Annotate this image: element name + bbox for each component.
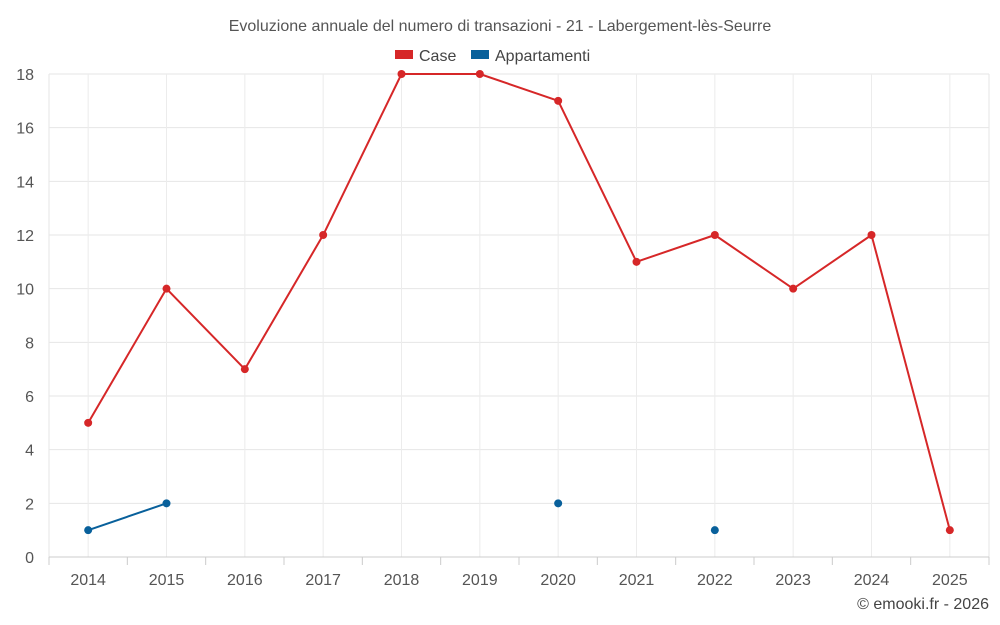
x-tick-label: 2018	[384, 572, 420, 589]
legend-swatch-appartamenti	[471, 50, 489, 59]
data-point-case[interactable]	[475, 70, 484, 78]
data-point-case[interactable]	[162, 284, 171, 293]
series	[84, 70, 954, 535]
y-tick-label: 16	[16, 121, 34, 138]
data-point-appartamenti[interactable]	[162, 499, 171, 508]
x-tick-label: 2019	[462, 572, 498, 589]
legend: Case Appartamenti	[395, 48, 590, 65]
y-tick-label: 12	[16, 228, 34, 245]
data-point-case[interactable]	[240, 365, 249, 374]
y-tick-label: 2	[25, 496, 34, 513]
x-tick-label: 2017	[305, 572, 341, 589]
legend-label-case[interactable]: Case	[419, 48, 456, 65]
x-tick-label: 2025	[932, 572, 968, 589]
data-point-appartamenti[interactable]	[84, 526, 93, 535]
data-point-appartamenti[interactable]	[554, 499, 563, 508]
data-point-case[interactable]	[710, 231, 719, 239]
data-point-case[interactable]	[397, 70, 406, 78]
data-point-case[interactable]	[554, 96, 563, 105]
legend-swatch-case	[395, 50, 413, 59]
x-tick-label: 2015	[149, 572, 185, 589]
legend-label-appartamenti[interactable]: Appartamenti	[495, 48, 590, 65]
y-tick-label: 14	[16, 174, 34, 191]
axes: 0 2 4 6 8 10 12 14 16 18 2014 2015 2016 2017 2018 2019 2…	[16, 67, 990, 589]
series-line-case	[87, 73, 951, 532]
x-tick-label: 2023	[775, 572, 811, 589]
y-tick-label: 18	[16, 67, 34, 84]
y-tick-label: 6	[25, 389, 34, 406]
x-tick-label: 2024	[854, 572, 890, 589]
x-tick-label: 2014	[70, 572, 106, 589]
data-point-case[interactable]	[789, 284, 798, 293]
y-tick-label: 4	[25, 443, 34, 460]
data-point-case[interactable]	[632, 257, 641, 266]
chart-title: Evoluzione annuale del numero di transaz…	[229, 18, 772, 35]
data-point-case[interactable]	[945, 526, 954, 535]
data-point-case[interactable]	[867, 231, 876, 239]
data-point-appartamenti[interactable]	[710, 526, 719, 535]
x-tick-label: 2021	[619, 572, 655, 589]
x-tick-label: 2020	[540, 572, 576, 589]
data-point-case[interactable]	[84, 418, 93, 427]
x-tick-label: 2022	[697, 572, 733, 589]
y-tick-label: 10	[16, 282, 34, 299]
x-tick-label: 2016	[227, 572, 263, 589]
y-tick-label: 8	[25, 335, 34, 352]
credit-text: © emooki.fr - 2026	[857, 596, 989, 613]
y-tick-label: 0	[25, 550, 34, 567]
data-point-case[interactable]	[319, 231, 328, 239]
grid	[48, 73, 990, 557]
series-line-appartamenti	[87, 502, 168, 532]
